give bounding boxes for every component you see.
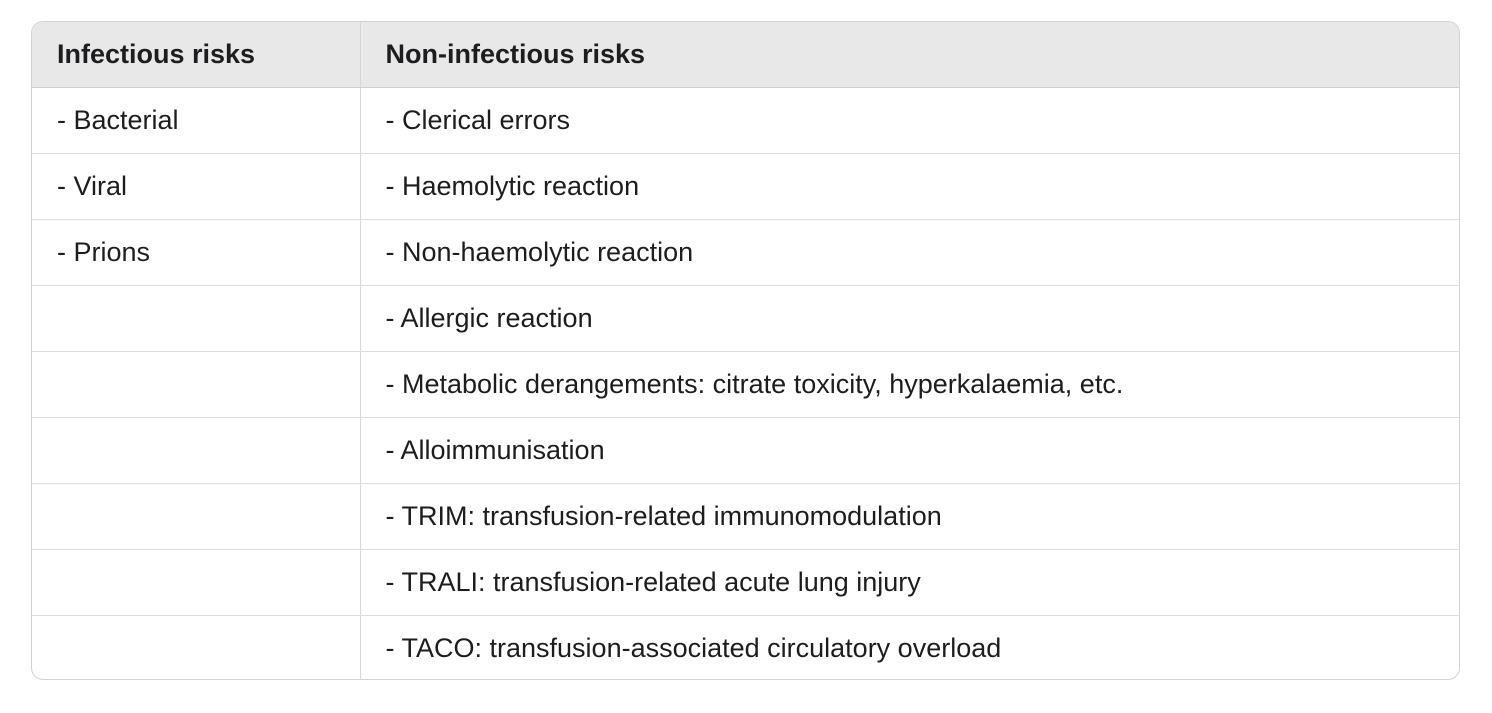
cell-infectious: - Viral [32,153,360,220]
cell-infectious [32,483,360,550]
cell-non-infectious: - Clerical errors [359,87,1459,154]
cell-non-infectious: - TRALI: transfusion-related acute lung … [359,549,1459,616]
table-header-row: Infectious risks Non-infectious risks [32,22,1459,88]
risks-table: Infectious risks Non-infectious risks - … [32,22,1459,679]
cell-non-infectious: - Metabolic derangements: citrate toxici… [359,351,1459,418]
cell-non-infectious: - TACO: transfusion-associated circulato… [359,615,1459,679]
table-row: - TRIM: transfusion-related immunomodula… [32,483,1459,550]
cell-infectious [32,285,360,352]
header-non-infectious-risks: Non-infectious risks [359,22,1459,88]
cell-infectious [32,615,360,679]
table-row: - Prions - Non-haemolytic reaction [32,219,1459,286]
table-row: - Viral - Haemolytic reaction [32,153,1459,220]
cell-infectious: - Prions [32,219,360,286]
cell-non-infectious: - TRIM: transfusion-related immunomodula… [359,483,1459,550]
risks-table-container: Infectious risks Non-infectious risks - … [31,21,1460,680]
table-row: - Allergic reaction [32,285,1459,352]
table-row: - Bacterial - Clerical errors [32,87,1459,154]
table-row: - Alloimmunisation [32,417,1459,484]
cell-non-infectious: - Haemolytic reaction [359,153,1459,220]
cell-infectious [32,417,360,484]
cell-non-infectious: - Allergic reaction [359,285,1459,352]
table-row: - TRALI: transfusion-related acute lung … [32,549,1459,616]
cell-non-infectious: - Non-haemolytic reaction [359,219,1459,286]
cell-infectious: - Bacterial [32,87,360,154]
table-row: - TACO: transfusion-associated circulato… [32,615,1459,679]
table-row: - Metabolic derangements: citrate toxici… [32,351,1459,418]
cell-infectious [32,549,360,616]
cell-non-infectious: - Alloimmunisation [359,417,1459,484]
header-infectious-risks: Infectious risks [32,22,360,88]
cell-infectious [32,351,360,418]
